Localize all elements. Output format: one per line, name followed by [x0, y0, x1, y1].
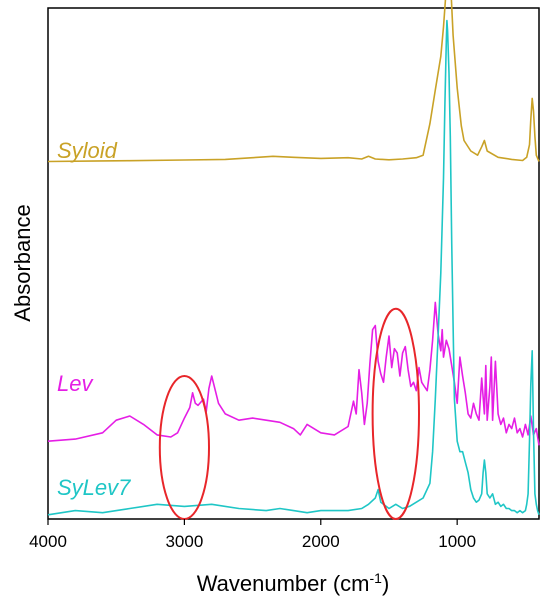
series-line-syloid: [47, 0, 540, 163]
x-tick-label-4000: 4000: [29, 532, 67, 551]
series-line-lev: [47, 301, 540, 446]
x-axis-title-main: Wavenumber (cm: [197, 571, 370, 596]
x-axis-title: Wavenumber (cm-1): [197, 570, 390, 596]
series-label-syloid: Syloid: [57, 138, 118, 163]
x-axis-title-sup: -1: [370, 570, 383, 586]
series-label-lev: Lev: [57, 371, 94, 396]
plot-area: [47, 0, 540, 520]
series-line-sylev7: [47, 19, 540, 516]
x-axis-title-tail: ): [382, 571, 389, 596]
y-axis-title: Absorbance: [10, 204, 35, 321]
x-tick-label-1000: 1000: [438, 532, 476, 551]
x-tick-label-3000: 3000: [165, 532, 203, 551]
highlight-ellipse-1: [158, 375, 210, 520]
x-tick-label-2000: 2000: [302, 532, 340, 551]
x-axis: 4000 3000 2000 1000: [29, 519, 476, 551]
plot-frame: [47, 7, 540, 520]
series-layer: [47, 0, 540, 516]
series-label-sylev7: SyLev7: [57, 475, 131, 500]
highlight-ellipse-2: [371, 307, 420, 520]
annotation-layer: [158, 307, 420, 520]
